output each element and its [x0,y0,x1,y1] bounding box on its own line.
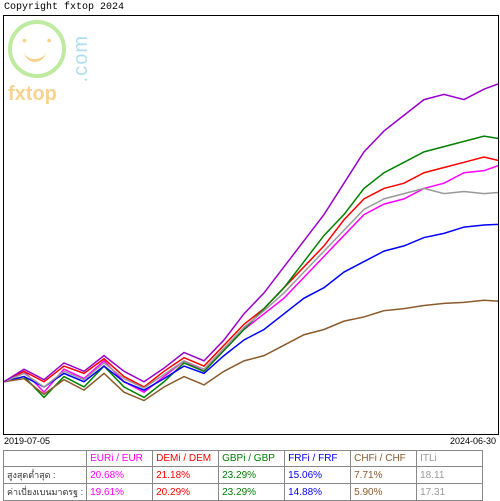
table-cell: 20.29% [153,484,219,501]
table-cell: 21.18% [153,467,219,484]
table-cell: 14.88% [285,484,351,501]
table-cell: 19.61% [87,484,153,501]
copyright-text: Copyright fxtop 2024 [4,2,124,13]
col-header: GBPi / GBP [219,451,285,467]
table-cell: 7.71% [351,467,417,484]
table-corner [4,451,87,467]
series-DEMi/DEM [4,157,498,387]
col-header: EURi / EUR [87,451,153,467]
table-cell: 23.29% [219,484,285,501]
table-cell: 5.90% [351,484,417,501]
table-cell: 18.11 [417,467,483,484]
series-CHFi/CHF [4,300,498,400]
row-label: ค่าเบี่ยงเบนมาตรฐ : [4,484,87,501]
col-header: DEMi / DEM [153,451,219,467]
series-ITLi/ITL [4,188,498,388]
x-start-label: 2019-07-05 [4,436,50,446]
table-cell: 20.68% [87,467,153,484]
x-end-label: 2024-06-30 [450,436,496,446]
col-header: FRFi / FRF [285,451,351,467]
table-cell: 23.29% [219,467,285,484]
series-GBPi/GBP [4,136,498,397]
line-chart [3,15,499,435]
row-label: สูงสุดต่ำสุด : [4,467,87,484]
summary-table: EURi / EURDEMi / DEMGBPi / GBPFRFi / FRF… [3,450,483,501]
table-cell: 15.06% [285,467,351,484]
series-EURi/EUR [4,166,498,393]
col-header: ITLi [417,451,483,467]
chart-svg [4,16,498,434]
col-header: CHFi / CHF [351,451,417,467]
table-cell: 17.31 [417,484,483,501]
